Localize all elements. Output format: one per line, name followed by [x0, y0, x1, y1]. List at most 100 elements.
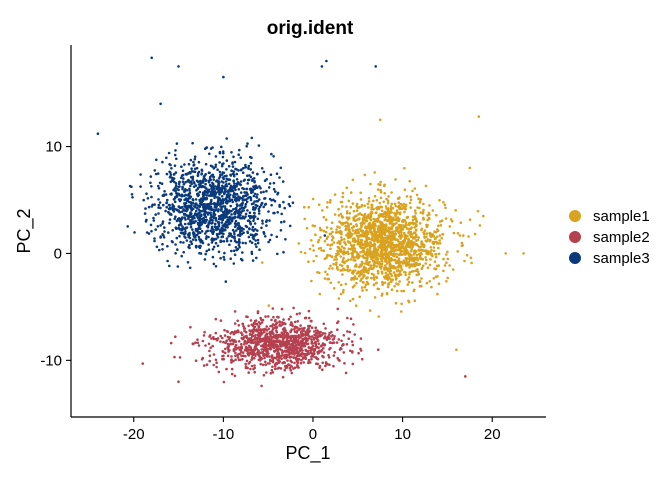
- point-sample1: [385, 253, 389, 256]
- point-sample3: [194, 238, 198, 242]
- point-sample3: [278, 176, 281, 179]
- point-sample3: [196, 186, 200, 190]
- point-sample2: [301, 344, 305, 347]
- point-sample2: [327, 353, 330, 357]
- point-sample1: [412, 231, 416, 234]
- point-sample3: [184, 172, 188, 176]
- point-sample2: [272, 315, 275, 319]
- point-sample3: [181, 185, 184, 189]
- point-sample1: [352, 209, 356, 213]
- point-sample3: [185, 239, 189, 242]
- point-sample3: [245, 200, 249, 204]
- point-sample1: [370, 267, 373, 271]
- point-sample2: [320, 349, 324, 352]
- point-sample2: [260, 333, 263, 336]
- point-sample3: [222, 255, 225, 259]
- point-sample2: [346, 330, 349, 333]
- point-sample3: [274, 190, 277, 193]
- point-sample2: [312, 352, 316, 355]
- point-sample3: [197, 222, 200, 226]
- point-sample1: [374, 247, 377, 250]
- point-sample3: [164, 193, 168, 196]
- point-sample1: [405, 235, 408, 238]
- point-sample3: [161, 242, 164, 246]
- point-sample1: [316, 271, 319, 274]
- point-sample3: [203, 218, 207, 222]
- point-sample1: [438, 234, 442, 237]
- point-sample1: [362, 270, 366, 274]
- point-sample2: [310, 326, 314, 330]
- point-sample1: [326, 277, 329, 281]
- point-sample1: [369, 182, 372, 186]
- point-sample2: [270, 354, 274, 357]
- point-sample3: [258, 185, 261, 188]
- point-sample1: [462, 234, 465, 237]
- point-sample1: [349, 247, 353, 251]
- point-sample2: [297, 328, 301, 331]
- point-sample1: [374, 238, 378, 242]
- point-sample1: [332, 236, 335, 240]
- point-sample1: [394, 253, 398, 256]
- point-sample2: [242, 336, 246, 339]
- point-sample3: [233, 160, 237, 164]
- point-sample3: [167, 207, 171, 211]
- point-sample3: [188, 266, 192, 270]
- point-sample1: [376, 259, 379, 262]
- point-sample1: [343, 222, 347, 225]
- point-sample1: [341, 216, 345, 219]
- point-sample3: [143, 212, 147, 215]
- point-sample3: [268, 182, 272, 185]
- point-sample1: [437, 252, 441, 256]
- point-sample1: [345, 259, 348, 263]
- point-sample1: [391, 246, 394, 250]
- point-sample1: [389, 215, 392, 218]
- point-sample3: [204, 162, 208, 166]
- point-sample3: [215, 228, 218, 232]
- point-sample1: [367, 222, 371, 226]
- point-sample1: [430, 253, 434, 256]
- point-sample3: [174, 243, 177, 246]
- point-sample1: [364, 231, 368, 234]
- point-sample3: [232, 170, 236, 173]
- point-sample2: [196, 338, 199, 342]
- point-sample1: [427, 216, 431, 220]
- point-sample3: [204, 215, 208, 219]
- point-sample1: [397, 274, 401, 278]
- point-sample1: [390, 288, 394, 292]
- point-sample3: [206, 207, 210, 210]
- point-sample2: [236, 329, 239, 333]
- point-sample1: [379, 252, 383, 255]
- point-sample3: [261, 222, 264, 225]
- point-sample3: [211, 248, 215, 251]
- point-sample1: [446, 257, 450, 261]
- point-sample1: [334, 263, 338, 267]
- point-sample1: [408, 256, 412, 260]
- point-sample1: [330, 221, 334, 224]
- point-sample1: [365, 239, 369, 243]
- point-sample3: [189, 184, 192, 188]
- point-sample1: [365, 235, 368, 239]
- legend-swatch-sample1: [569, 210, 581, 222]
- point-sample2: [274, 334, 277, 338]
- point-sample3: [213, 194, 217, 198]
- point-sample1: [332, 287, 336, 290]
- point-sample2: [250, 339, 253, 343]
- point-sample1: [402, 231, 406, 235]
- point-sample1: [440, 236, 444, 240]
- point-sample2: [350, 340, 354, 343]
- point-sample3: [174, 149, 177, 152]
- points-layer: [96, 56, 525, 388]
- point-sample2: [270, 356, 274, 359]
- point-sample1: [377, 245, 380, 249]
- point-sample1: [434, 237, 437, 240]
- point-sample2: [253, 338, 256, 341]
- point-sample2: [314, 334, 318, 338]
- point-sample3: [190, 242, 194, 246]
- point-sample1: [351, 297, 355, 301]
- point-sample2: [232, 349, 236, 353]
- point-sample3: [216, 244, 220, 248]
- point-sample3: [265, 224, 268, 227]
- point-sample3: [189, 172, 192, 175]
- point-sample1: [404, 207, 407, 211]
